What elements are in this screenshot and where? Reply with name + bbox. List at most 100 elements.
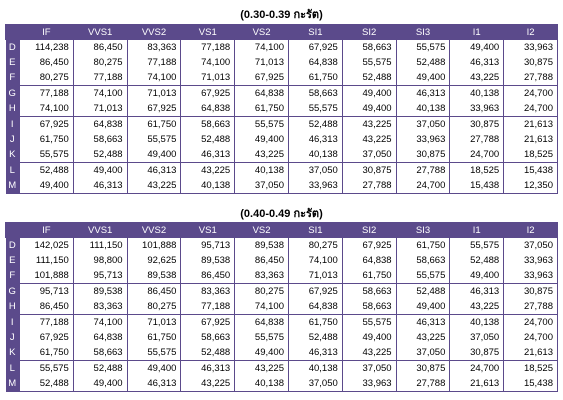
price-cell: 101,888 xyxy=(19,268,74,284)
price-cell: 24,700 xyxy=(503,314,558,330)
corner-cell xyxy=(5,24,20,40)
header-row: IF VVS1 VVS2 VS1 VS2 SI1 SI2 SI3 I1 I2 xyxy=(5,24,558,40)
price-cell: 37,050 xyxy=(503,237,558,253)
table-row: G 77,188 74,100 71,013 67,925 64,838 58,663 49,… xyxy=(5,85,558,101)
price-cell: 67,925 xyxy=(287,39,343,55)
price-cell: 77,188 xyxy=(180,39,236,55)
price-cell: 52,488 xyxy=(287,116,343,132)
price-cell: 46,313 xyxy=(287,132,343,147)
color-grade-cell: M xyxy=(5,178,20,194)
price-cell: 40,138 xyxy=(449,314,505,330)
price-cell: 74,100 xyxy=(234,299,289,315)
price-cell: 67,925 xyxy=(126,101,182,117)
price-cell: 30,875 xyxy=(341,162,397,178)
price-cell: 74,100 xyxy=(287,253,343,268)
price-cell: 21,613 xyxy=(503,345,558,361)
column-header: I2 xyxy=(503,24,558,40)
table-row: L 55,575 52,488 49,400 46,313 43,225 40,138 37,… xyxy=(5,360,558,376)
price-cell: 40,138 xyxy=(234,376,289,392)
price-cell: 37,050 xyxy=(287,376,343,392)
price-cell: 52,488 xyxy=(395,55,451,70)
price-cell: 64,838 xyxy=(234,314,289,330)
price-cell: 83,363 xyxy=(180,283,236,299)
table-row: K 61,750 58,663 55,575 52,488 49,400 46,313 43,… xyxy=(5,345,558,361)
column-header: VS2 xyxy=(234,24,289,40)
price-cell: 33,963 xyxy=(503,253,558,268)
price-cell: 58,663 xyxy=(341,39,397,55)
price-cell: 43,225 xyxy=(180,376,236,392)
price-cell: 64,838 xyxy=(180,101,236,117)
price-cell: 77,188 xyxy=(19,85,74,101)
price-cell: 40,138 xyxy=(449,85,505,101)
price-cell: 89,538 xyxy=(72,283,128,299)
price-cell: 55,575 xyxy=(19,147,74,163)
price-cell: 61,750 xyxy=(126,116,182,132)
price-cell: 52,488 xyxy=(449,253,505,268)
price-cell: 86,450 xyxy=(234,253,289,268)
price-cell: 89,538 xyxy=(234,237,289,253)
price-cell: 61,750 xyxy=(19,132,74,147)
price-cell: 43,225 xyxy=(234,147,289,163)
price-cell: 46,313 xyxy=(180,147,236,163)
color-grade-cell: G xyxy=(5,85,20,101)
price-cell: 24,700 xyxy=(449,147,505,163)
price-cell: 49,400 xyxy=(126,360,182,376)
table-row: J 61,750 58,663 55,575 52,488 49,400 46,313 43,… xyxy=(5,132,558,147)
price-cell: 49,400 xyxy=(72,376,128,392)
price-cell: 86,450 xyxy=(72,39,128,55)
price-cell: 33,963 xyxy=(341,376,397,392)
price-cell: 67,925 xyxy=(19,330,74,345)
table-row: I 67,925 64,838 61,750 58,663 55,575 52,488 43,… xyxy=(5,116,558,132)
price-cell: 64,838 xyxy=(341,253,397,268)
price-cell: 86,450 xyxy=(19,299,74,315)
price-cell: 27,788 xyxy=(503,299,558,315)
table-row: I 77,188 74,100 71,013 67,925 64,838 61,750 55,… xyxy=(5,314,558,330)
price-cell: 40,138 xyxy=(287,147,343,163)
price-cell: 30,875 xyxy=(449,345,505,361)
price-cell: 49,400 xyxy=(234,345,289,361)
price-cell: 40,138 xyxy=(180,178,236,194)
price-cell: 52,488 xyxy=(395,283,451,299)
price-cell: 46,313 xyxy=(395,314,451,330)
price-cell: 64,838 xyxy=(234,85,289,101)
price-cell: 52,488 xyxy=(287,330,343,345)
price-cell: 74,100 xyxy=(72,85,128,101)
price-cell: 67,925 xyxy=(341,237,397,253)
price-cell: 33,963 xyxy=(287,178,343,194)
column-header: I1 xyxy=(449,24,505,40)
price-cell: 83,363 xyxy=(72,299,128,315)
price-cell: 40,138 xyxy=(395,101,451,117)
price-cell: 58,663 xyxy=(395,253,451,268)
price-cell: 58,663 xyxy=(341,299,397,315)
color-grade-cell: L xyxy=(5,360,20,376)
column-header: VS2 xyxy=(234,222,289,238)
price-cell: 95,713 xyxy=(180,237,236,253)
price-cell: 71,013 xyxy=(287,268,343,284)
color-grade-cell: E xyxy=(5,253,20,268)
column-header: SI3 xyxy=(395,24,451,40)
price-cell: 30,875 xyxy=(449,116,505,132)
price-cell: 67,925 xyxy=(234,70,289,86)
price-cell: 83,363 xyxy=(234,268,289,284)
color-grade-cell: I xyxy=(5,116,20,132)
price-cell: 49,400 xyxy=(341,330,397,345)
color-grade-cell: D xyxy=(5,237,20,253)
price-cell: 58,663 xyxy=(180,330,236,345)
price-cell: 71,013 xyxy=(126,85,182,101)
price-cell: 49,400 xyxy=(341,85,397,101)
price-cell: 43,225 xyxy=(126,178,182,194)
color-grade-cell: J xyxy=(5,330,20,345)
color-grade-cell: E xyxy=(5,55,20,70)
price-cell: 64,838 xyxy=(72,116,128,132)
price-cell: 55,575 xyxy=(234,330,289,345)
column-header: IF xyxy=(19,24,74,40)
price-cell: 86,450 xyxy=(126,283,182,299)
table-row: M 52,488 49,400 46,313 43,225 40,138 37,050 33,… xyxy=(5,376,558,392)
price-cell: 111,150 xyxy=(19,253,74,268)
price-cell: 27,788 xyxy=(395,376,451,392)
color-grade-cell: F xyxy=(5,268,20,284)
price-cell: 12,350 xyxy=(503,178,558,194)
price-cell: 33,963 xyxy=(503,268,558,284)
price-table: IF VVS1 VVS2 VS1 VS2 SI1 SI2 SI3 I1 I2 D 114,238 86,… xyxy=(5,24,558,194)
price-cell: 27,788 xyxy=(341,178,397,194)
